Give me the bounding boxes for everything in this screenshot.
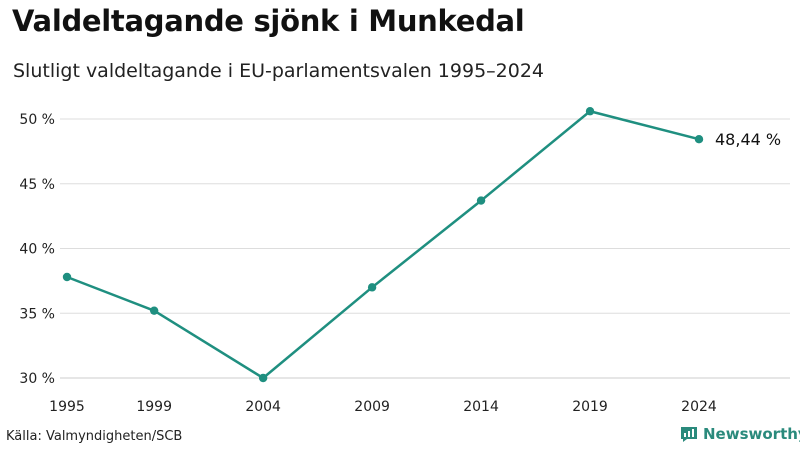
x-tick-label: 2019 xyxy=(572,399,608,415)
y-tick-label: 30 % xyxy=(19,371,55,387)
chart-subtitle: Slutligt valdeltagande i EU-parlamentsva… xyxy=(13,60,545,82)
chart-title: Valdeltagande sjönk i Munkedal xyxy=(12,4,525,38)
data-point-2004 xyxy=(258,373,268,383)
x-tick-label: 2009 xyxy=(354,399,390,415)
x-tick-label: 2014 xyxy=(463,399,499,415)
brand-logo: Newsworthy xyxy=(680,425,800,443)
y-tick-label: 40 % xyxy=(19,242,55,258)
data-point-1995 xyxy=(62,272,72,282)
data-point-2009 xyxy=(367,283,377,292)
source-note: Källa: Valmyndigheten/SCB xyxy=(6,429,183,444)
end-value-label: 48,44 % xyxy=(715,130,781,149)
x-tick-label: 1999 xyxy=(136,399,172,415)
data-point-1999 xyxy=(149,306,159,315)
y-tick-label: 50 % xyxy=(19,112,55,128)
data-point-2024 xyxy=(694,135,704,144)
x-tick-label: 1995 xyxy=(49,399,85,415)
x-tick-label: 2024 xyxy=(681,399,717,415)
x-tick-label: 2004 xyxy=(245,399,281,415)
data-point-2014 xyxy=(476,196,486,205)
brand-name: Newsworthy xyxy=(703,425,800,443)
data-point-2019 xyxy=(585,107,595,116)
newsworthy-logo-icon xyxy=(681,427,697,442)
y-tick-label: 35 % xyxy=(19,306,55,322)
series-line xyxy=(66,109,700,380)
y-tick-label: 45 % xyxy=(19,177,55,193)
